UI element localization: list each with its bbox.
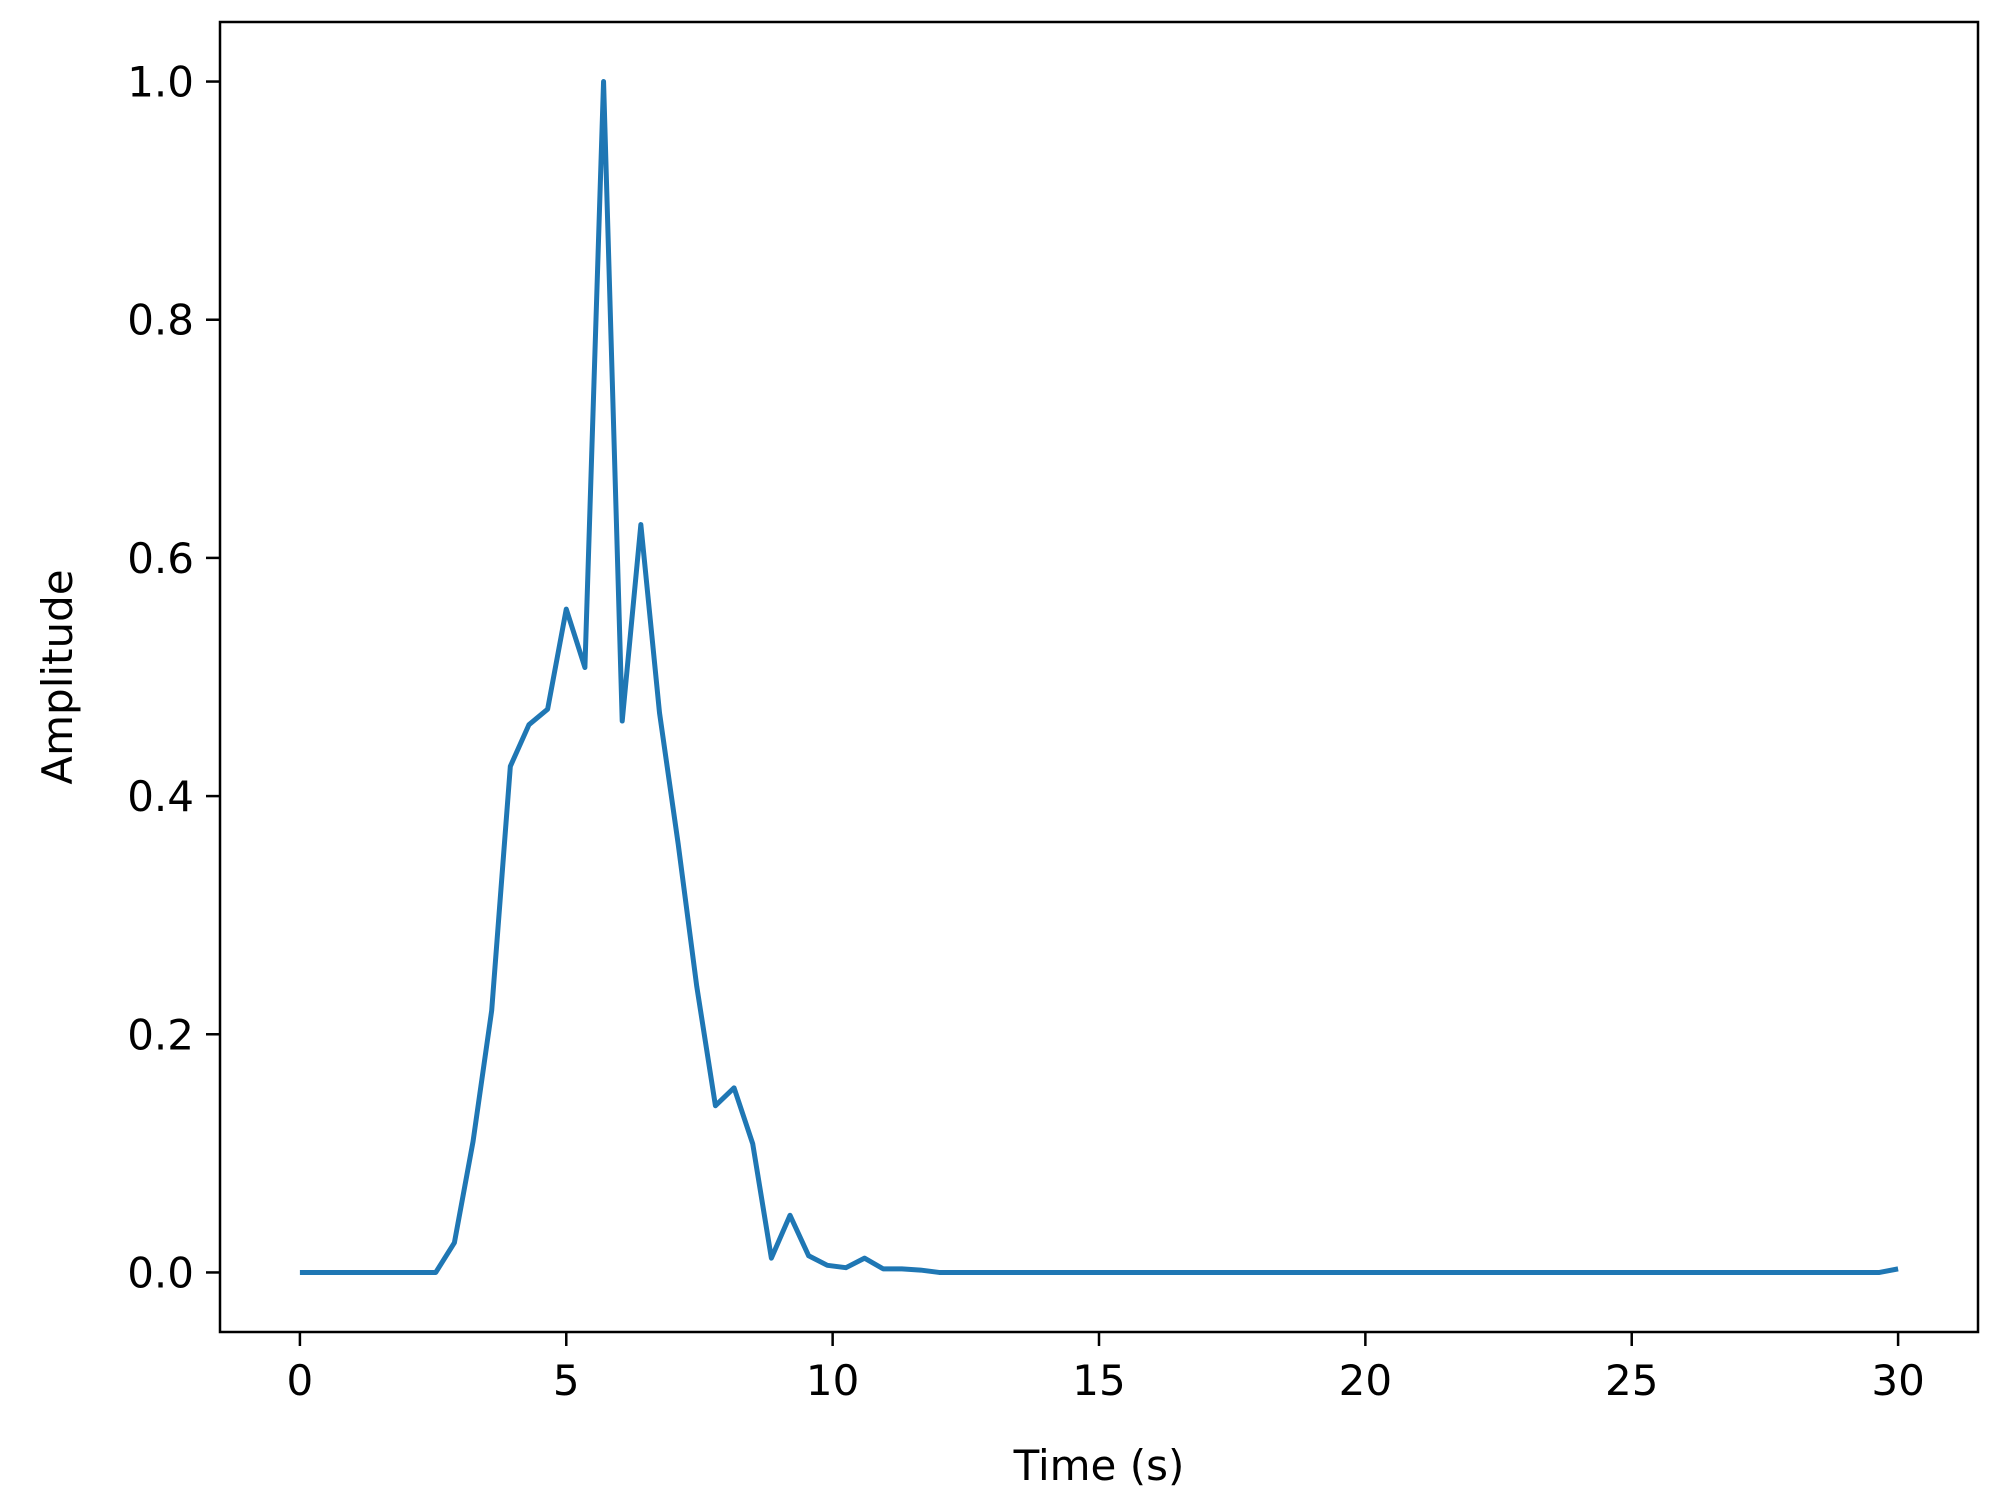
x-tick-label: 0 (287, 1356, 314, 1405)
y-tick-label: 0.8 (127, 296, 194, 345)
data-series-line (299, 79, 1899, 1275)
y-tick-label: 1.0 (127, 58, 194, 107)
x-tick-label: 20 (1339, 1356, 1392, 1405)
x-tick-label: 30 (1871, 1356, 1924, 1405)
y-tick-label: 0.0 (127, 1248, 194, 1297)
y-tick-label: 0.2 (127, 1010, 194, 1059)
plot-area: 0 5 10 15 20 25 30 0.0 0.2 0.4 0.6 0.8 1.0 Time (s) Am… (33, 20, 1980, 1490)
y-tick-label: 0.4 (127, 772, 194, 821)
y-axis-label: Amplitude (33, 569, 82, 784)
x-axis-label: Time (s) (1013, 1441, 1185, 1490)
x-tick-label: 25 (1605, 1356, 1658, 1405)
y-tick-label: 0.6 (127, 534, 194, 583)
x-tick-label: 15 (1072, 1356, 1125, 1405)
x-tick-label: 10 (806, 1356, 859, 1405)
x-tick-label: 5 (553, 1356, 580, 1405)
